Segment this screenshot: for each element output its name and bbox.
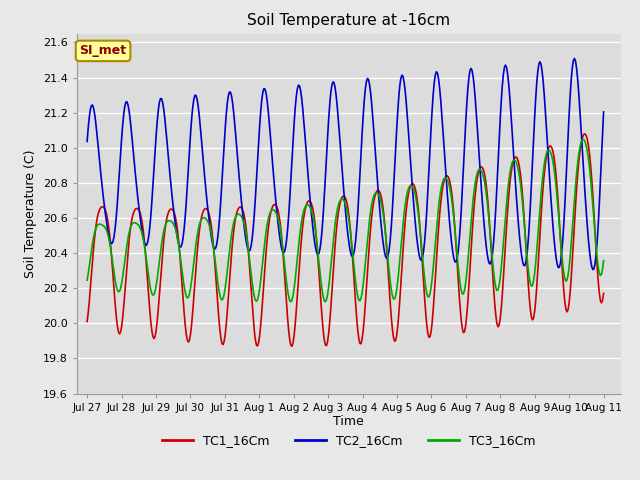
Y-axis label: Soil Temperature (C): Soil Temperature (C) <box>24 149 37 278</box>
Legend: TC1_16Cm, TC2_16Cm, TC3_16Cm: TC1_16Cm, TC2_16Cm, TC3_16Cm <box>157 429 540 452</box>
Text: SI_met: SI_met <box>79 44 127 58</box>
X-axis label: Time: Time <box>333 415 364 429</box>
Title: Soil Temperature at -16cm: Soil Temperature at -16cm <box>247 13 451 28</box>
